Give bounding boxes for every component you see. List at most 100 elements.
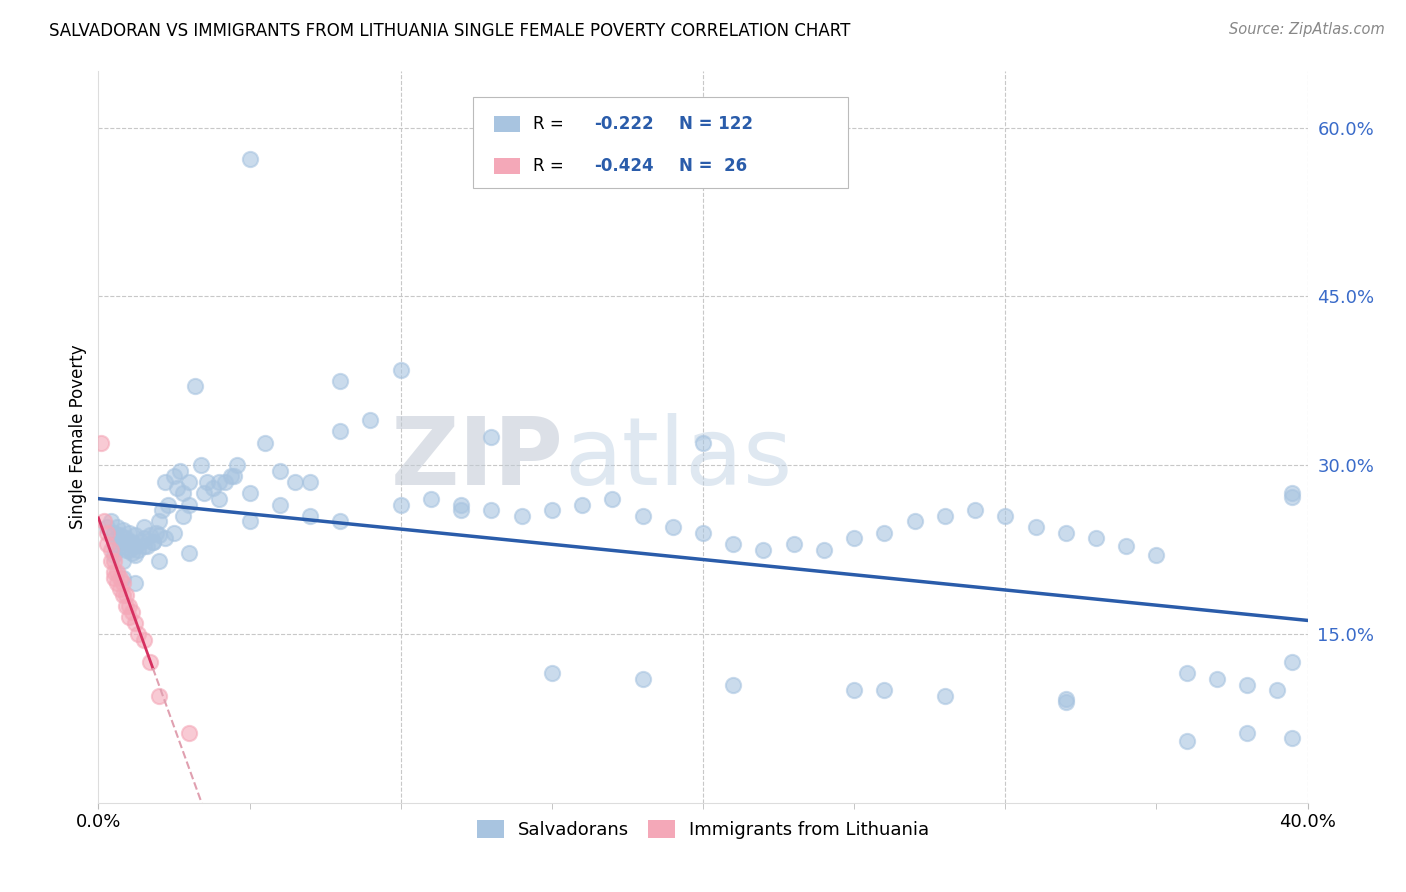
Point [132,632,155,647]
Point [481,503,503,517]
Point [450,498,472,512]
Point [105,565,128,579]
Point [148,528,170,542]
Point [873,683,896,698]
Point [118,599,141,613]
Point [752,542,775,557]
Point [631,508,654,523]
Point [692,435,714,450]
Point [118,537,141,551]
Point [221,469,243,483]
Text: Source: ZipAtlas.com: Source: ZipAtlas.com [1229,22,1385,37]
Point [148,554,170,568]
Point [124,528,146,542]
Point [1267,683,1289,698]
Point [873,525,896,540]
Point [1281,655,1303,669]
Point [723,537,745,551]
Point [195,475,218,489]
Point [163,525,186,540]
Point [132,532,155,546]
Point [510,508,533,523]
Point [193,486,215,500]
Point [1054,525,1077,540]
Point [114,599,136,613]
Point [450,503,472,517]
Point [127,627,149,641]
Text: atlas: atlas [564,413,792,505]
Point [389,498,412,512]
Point [108,539,131,553]
Point [360,413,382,427]
Point [142,534,165,549]
Point [103,571,125,585]
Point [389,362,412,376]
Point [118,525,141,540]
Point [111,554,134,568]
Point [103,554,125,568]
Point [269,498,291,512]
Text: R =: R = [533,115,568,133]
Point [96,520,118,534]
Point [172,486,194,500]
Point [121,546,143,560]
Point [239,486,262,500]
Point [481,430,503,444]
Point [108,582,131,596]
Point [153,475,176,489]
Text: SALVADORAN VS IMMIGRANTS FROM LITHUANIA SINGLE FEMALE POVERTY CORRELATION CHART: SALVADORAN VS IMMIGRANTS FROM LITHUANIA … [49,22,851,40]
Point [284,475,307,489]
Point [108,528,131,542]
Point [208,475,231,489]
Point [124,548,146,562]
Point [124,576,146,591]
Point [114,542,136,557]
Point [100,515,122,529]
Point [844,532,866,546]
Point [166,481,188,495]
Point [934,689,956,703]
Text: ZIP: ZIP [391,413,564,505]
Point [124,615,146,630]
Point [844,683,866,698]
Point [111,524,134,538]
Point [1175,666,1198,681]
Point [148,689,170,703]
Point [1281,731,1303,745]
Point [239,152,262,166]
Point [1236,678,1258,692]
Point [100,542,122,557]
Point [1115,539,1137,553]
Point [226,458,249,473]
Point [214,475,236,489]
Point [111,588,134,602]
Point [329,425,352,439]
Point [172,508,194,523]
Point [111,534,134,549]
FancyBboxPatch shape [494,116,520,132]
Text: -0.222: -0.222 [595,115,654,133]
Point [148,515,170,529]
Text: N = 122: N = 122 [679,115,752,133]
Point [661,520,683,534]
Point [93,515,115,529]
Point [692,525,714,540]
Point [150,503,173,517]
Point [103,537,125,551]
Point [179,475,201,489]
Point [1054,694,1077,708]
Point [163,469,186,483]
Point [114,588,136,602]
Point [184,379,207,393]
Point [121,605,143,619]
Point [153,532,176,546]
Point [723,678,745,692]
Point [934,508,956,523]
Y-axis label: Single Female Poverty: Single Female Poverty [69,345,87,529]
Point [1085,532,1108,546]
Point [105,532,128,546]
Point [96,537,118,551]
Point [965,503,987,517]
Point [813,542,835,557]
Point [1144,548,1167,562]
